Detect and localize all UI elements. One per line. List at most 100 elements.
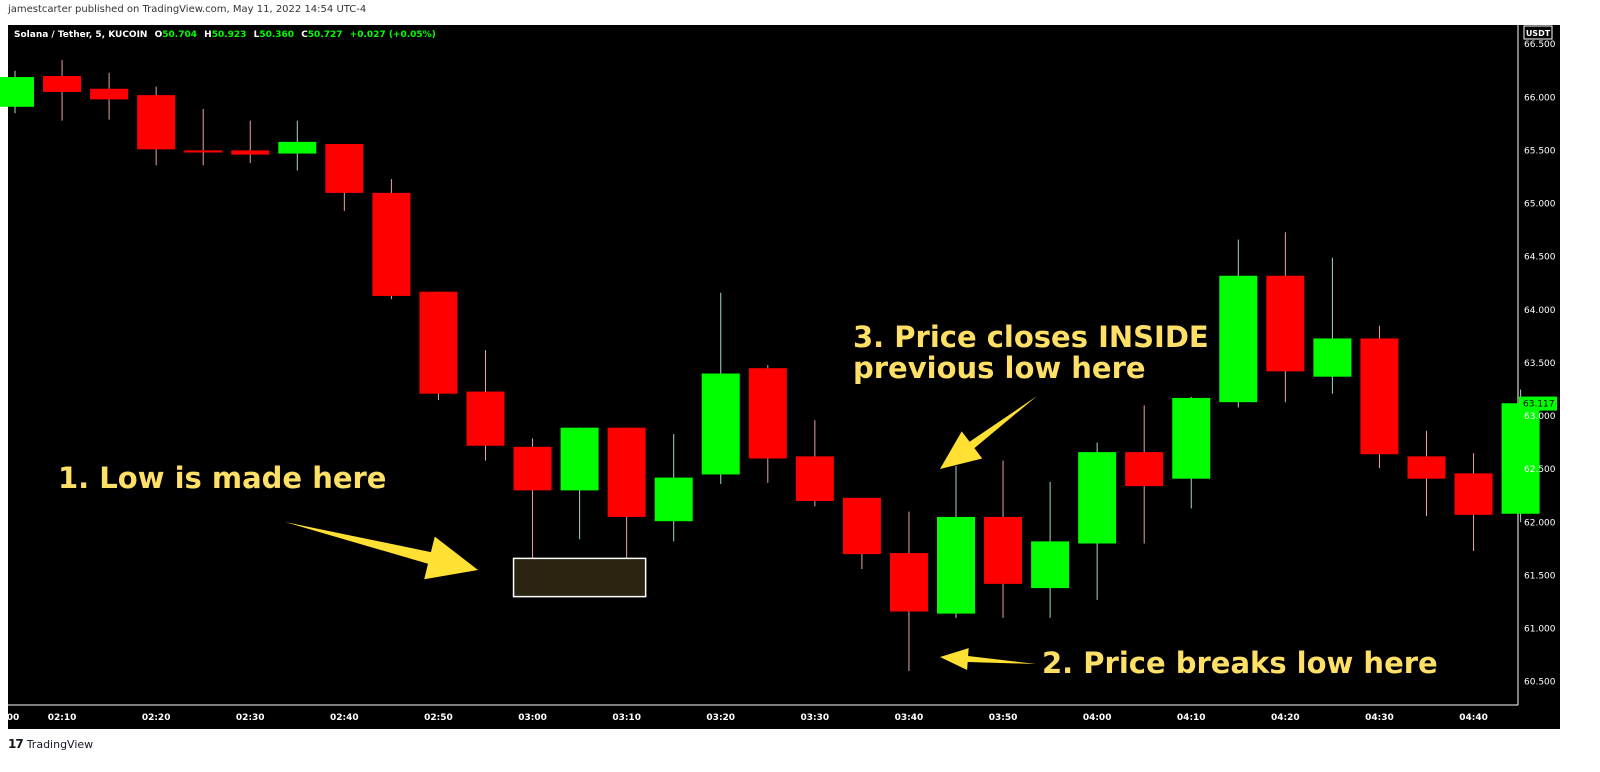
candle-body: [654, 477, 693, 522]
price-axis[interactable]: 60.500 61.000 61.500 62.000 62.500 63.000 63.5…: [1519, 40, 1557, 688]
x-tick-label: 02:50: [424, 713, 453, 723]
y-tick-label: 64.000: [1524, 306, 1556, 316]
candle: [231, 120, 270, 164]
candle: [1078, 442, 1117, 600]
candle: [842, 497, 881, 569]
y-tick-label: 65.000: [1524, 200, 1556, 210]
x-tick-label: 02:10: [48, 713, 77, 723]
candle-body: [984, 516, 1023, 584]
candle-body: [0, 77, 34, 107]
candle-body: [1078, 452, 1117, 544]
candle-body: [748, 368, 787, 459]
candle: [795, 420, 834, 507]
annotation-3-line2: previous low here: [853, 351, 1146, 385]
candle-body: [278, 141, 317, 154]
currency-label: USDT: [1526, 29, 1551, 38]
candle-body: [1313, 338, 1352, 377]
candle-body: [513, 446, 552, 491]
candle-body: [560, 427, 599, 491]
x-tick-label: 02:20: [142, 713, 171, 723]
chart-legend: Solana / Tether, 5, KUCOIN O50.704 H50.9…: [14, 30, 436, 40]
x-tick-label: 03:00: [518, 713, 547, 723]
candle: [278, 120, 317, 171]
candle: [372, 179, 411, 300]
y-tick-label: 63.000: [1524, 412, 1556, 422]
candle: [184, 108, 223, 166]
annotation-1: 1. Low is made here: [58, 461, 386, 495]
x-tick-label: 03:10: [612, 713, 641, 723]
candle-body: [1219, 275, 1258, 403]
legend-open-value: 50.704: [162, 30, 197, 40]
y-tick-label: 61.500: [1524, 571, 1556, 581]
candle-body: [90, 88, 129, 100]
y-tick-label: 66.000: [1524, 93, 1556, 103]
candle: [43, 60, 82, 121]
legend-high-value: 50.923: [212, 30, 247, 40]
x-tick-label: 03:30: [801, 713, 830, 723]
candle-body: [1172, 397, 1211, 479]
y-tick-label: 61.000: [1524, 625, 1556, 635]
candle-body: [607, 427, 646, 517]
candle-body: [1125, 452, 1164, 487]
candle: [419, 291, 458, 401]
x-tick-label: 02:30: [236, 713, 265, 723]
candle-body: [937, 516, 975, 614]
candles-layer: [0, 60, 1540, 671]
time-axis-background: [8, 705, 1560, 729]
candle: [1407, 430, 1446, 516]
candle: [1454, 453, 1493, 551]
candle-body: [419, 291, 458, 394]
arrow-3-icon: [940, 396, 1037, 469]
candle-body: [325, 144, 364, 193]
candle: [137, 86, 176, 166]
candle-body: [1266, 275, 1305, 372]
candle: [701, 292, 740, 484]
footer: 17 TradingView: [8, 737, 93, 751]
time-axis[interactable]: 00 02:10 02:20 02:30 02:40 02:50 03:00 03:10 03:…: [7, 713, 1488, 723]
candle-body: [372, 192, 411, 296]
candle: [325, 144, 364, 211]
last-price-label: 63.117: [1523, 400, 1555, 410]
legend-high-label: H: [204, 30, 212, 40]
tradingview-logo-icon: 17: [8, 737, 24, 751]
candle: [1501, 389, 1540, 523]
candle-body: [43, 76, 82, 92]
candle-body: [466, 391, 505, 446]
candle-body: [231, 150, 270, 155]
candle: [1313, 257, 1352, 394]
y-tick-label: 62.500: [1524, 465, 1556, 475]
candle: [654, 434, 693, 542]
x-tick-label: 04:40: [1459, 713, 1488, 723]
x-tick-label: 04:20: [1271, 713, 1300, 723]
legend-close-label: C: [301, 30, 308, 40]
arrow-2-icon: [940, 648, 1036, 670]
x-tick-label: 00: [7, 713, 20, 723]
candle-body: [1501, 403, 1540, 514]
candle: [1266, 232, 1305, 403]
y-tick-label: 66.500: [1524, 40, 1556, 50]
candle: [1172, 396, 1211, 509]
legend-change: +0.027 (+0.05%): [350, 30, 436, 40]
candle: [889, 511, 928, 671]
annotation-2: 2. Price breaks low here: [1042, 646, 1438, 680]
candle-body: [889, 553, 928, 612]
candle: [1031, 481, 1070, 618]
candle: [984, 460, 1023, 618]
candle-body: [1360, 338, 1399, 455]
x-tick-label: 04:00: [1083, 713, 1112, 723]
y-tick-label: 63.500: [1524, 359, 1556, 369]
currency-badge: USDT: [1523, 25, 1553, 40]
x-tick-label: 02:40: [330, 713, 359, 723]
legend-close-value: 50.727: [308, 30, 343, 40]
legend-low-value: 50.360: [259, 30, 294, 40]
candle: [1360, 325, 1399, 469]
candle: [748, 365, 787, 483]
legend-symbol: Solana / Tether, 5, KUCOIN: [14, 30, 147, 40]
candle: [90, 72, 129, 120]
legend-open-label: O: [155, 30, 163, 40]
footer-brand: TradingView: [26, 737, 94, 751]
candle: [1125, 405, 1164, 544]
y-tick-label: 64.500: [1524, 253, 1556, 263]
y-tick-label: 65.500: [1524, 146, 1556, 156]
